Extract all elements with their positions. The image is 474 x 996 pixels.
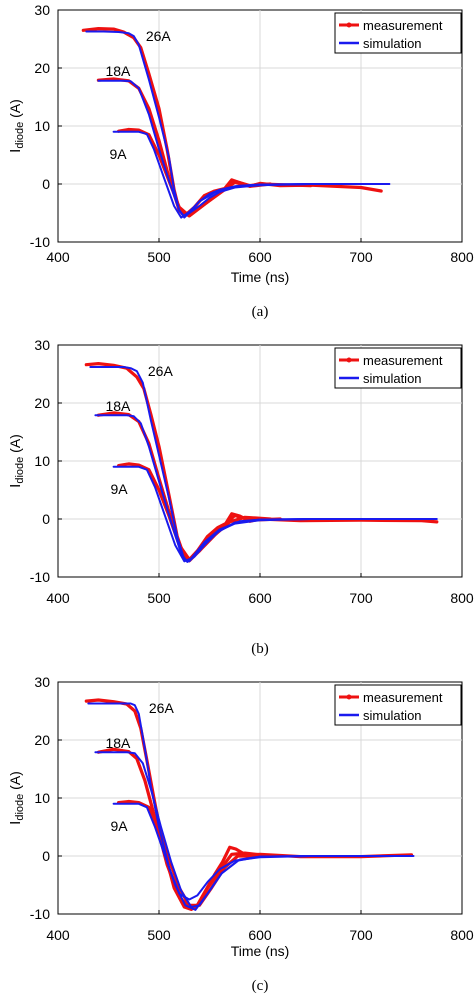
- legend-label-simulation: simulation: [363, 708, 422, 723]
- x-tick-label: 400: [46, 590, 70, 606]
- simulation-line-9A: [112, 465, 312, 563]
- legend-marker-measurement: [346, 357, 352, 363]
- curve-label-18A: 18A: [105, 398, 131, 414]
- x-tick-label: 700: [349, 927, 373, 943]
- y-tick-label: 0: [42, 848, 50, 864]
- y-axis-label-symbol: I: [7, 484, 24, 488]
- y-tick-label: 20: [34, 60, 50, 76]
- data-lines: [81, 27, 391, 219]
- y-axis-label-unit: (A): [7, 99, 23, 122]
- y-tick-label: 0: [42, 176, 50, 192]
- y-tick-label: 30: [34, 2, 50, 18]
- curve-label-18A: 18A: [105, 63, 131, 79]
- panel-caption: (a): [252, 304, 269, 320]
- y-axis-label-symbol: I: [7, 149, 24, 153]
- x-tick-label: 800: [450, 249, 474, 265]
- x-tick-label: 400: [46, 927, 70, 943]
- curve-label-26A: 26A: [149, 700, 175, 716]
- y-tick-label: 30: [34, 674, 50, 690]
- y-tick-label: 10: [34, 790, 50, 806]
- x-axis-label: Time (ns): [231, 943, 290, 959]
- measurement-line-18A: [96, 747, 272, 910]
- x-tick-label: 500: [147, 590, 171, 606]
- legend-label-measurement: measurement: [363, 353, 443, 368]
- axis-ticks: 400 500 600 700 800 -10 0 10 20 30: [30, 674, 474, 943]
- y-tick-label: 20: [34, 395, 50, 411]
- simulation-line-9A: [112, 130, 312, 219]
- x-tick-label: 700: [349, 249, 373, 265]
- y-tick-label: 20: [34, 732, 50, 748]
- curve-label-26A: 26A: [148, 363, 174, 379]
- curve-label-26A: 26A: [146, 28, 172, 44]
- y-tick-label: -10: [30, 569, 50, 585]
- grid-lines: [58, 10, 462, 242]
- curve-label-9A: 9A: [111, 818, 129, 834]
- x-tick-label: 600: [248, 927, 272, 943]
- legend-label-simulation: simulation: [363, 371, 422, 386]
- legend-box: [334, 12, 462, 54]
- x-tick-label: 600: [248, 590, 272, 606]
- x-tick-label: 500: [147, 249, 171, 265]
- chart-panel-c: 400 500 600 700 800 -10 0 10 20 30 Time (ns) Idio…: [7, 674, 474, 994]
- y-axis-label: Idiode (A): [7, 434, 26, 488]
- legend-label-measurement: measurement: [363, 690, 443, 705]
- y-axis-label: Idiode (A): [7, 99, 26, 153]
- y-axis-label-unit: (A): [7, 771, 23, 794]
- legend-box: [334, 684, 462, 726]
- chart-panel-a: 400 500 600 700 800 -10 0 10 20 30 Time (ns) Idio…: [7, 2, 474, 320]
- x-tick-label: 700: [349, 590, 373, 606]
- y-tick-label: 30: [34, 337, 50, 353]
- curve-annotations: 26A 18A 9A: [105, 363, 173, 497]
- legend: measurement simulation: [334, 12, 462, 54]
- y-axis-label-unit: (A): [7, 434, 23, 457]
- simulation-line-9A: [112, 802, 312, 911]
- y-axis-label-subscript: diode: [14, 457, 26, 484]
- panel-caption: (c): [252, 978, 269, 994]
- y-tick-label: 10: [34, 453, 50, 469]
- y-tick-label: -10: [30, 234, 50, 250]
- legend: measurement simulation: [334, 347, 462, 389]
- x-axis-label: Time (ns): [231, 269, 290, 285]
- legend-marker-measurement: [346, 694, 352, 700]
- curve-label-18A: 18A: [105, 735, 131, 751]
- x-tick-label: 800: [450, 590, 474, 606]
- curve-annotations: 26A 18A 9A: [105, 700, 174, 834]
- curve-annotations: 26A 18A 9A: [105, 28, 171, 162]
- y-tick-label: -10: [30, 906, 50, 922]
- y-tick-label: 0: [42, 511, 50, 527]
- x-tick-label: 600: [248, 249, 272, 265]
- chart-panel-b: 400 500 600 700 800 -10 0 10 20 30 Idiode (A) mea…: [7, 337, 474, 657]
- legend-marker-measurement: [346, 22, 352, 28]
- y-tick-label: 10: [34, 118, 50, 134]
- curve-label-9A: 9A: [110, 146, 128, 162]
- x-tick-label: 400: [46, 249, 70, 265]
- y-axis-label-subscript: diode: [14, 794, 26, 821]
- data-lines: [84, 698, 415, 912]
- axis-ticks: 400 500 600 700 800 -10 0 10 20 30: [30, 2, 474, 265]
- data-lines: [84, 362, 439, 563]
- x-tick-label: 500: [147, 927, 171, 943]
- y-axis-label: Idiode (A): [7, 771, 26, 825]
- panel-caption: (b): [251, 641, 269, 657]
- y-axis-label-symbol: I: [7, 821, 24, 825]
- legend-box: [334, 347, 462, 389]
- y-axis-label-subscript: diode: [14, 122, 26, 149]
- legend: measurement simulation: [334, 684, 462, 726]
- axis-ticks: 400 500 600 700 800 -10 0 10 20 30: [30, 337, 474, 606]
- curve-label-9A: 9A: [111, 481, 129, 497]
- legend-label-measurement: measurement: [363, 18, 443, 33]
- legend-label-simulation: simulation: [363, 36, 422, 51]
- x-tick-label: 800: [450, 927, 474, 943]
